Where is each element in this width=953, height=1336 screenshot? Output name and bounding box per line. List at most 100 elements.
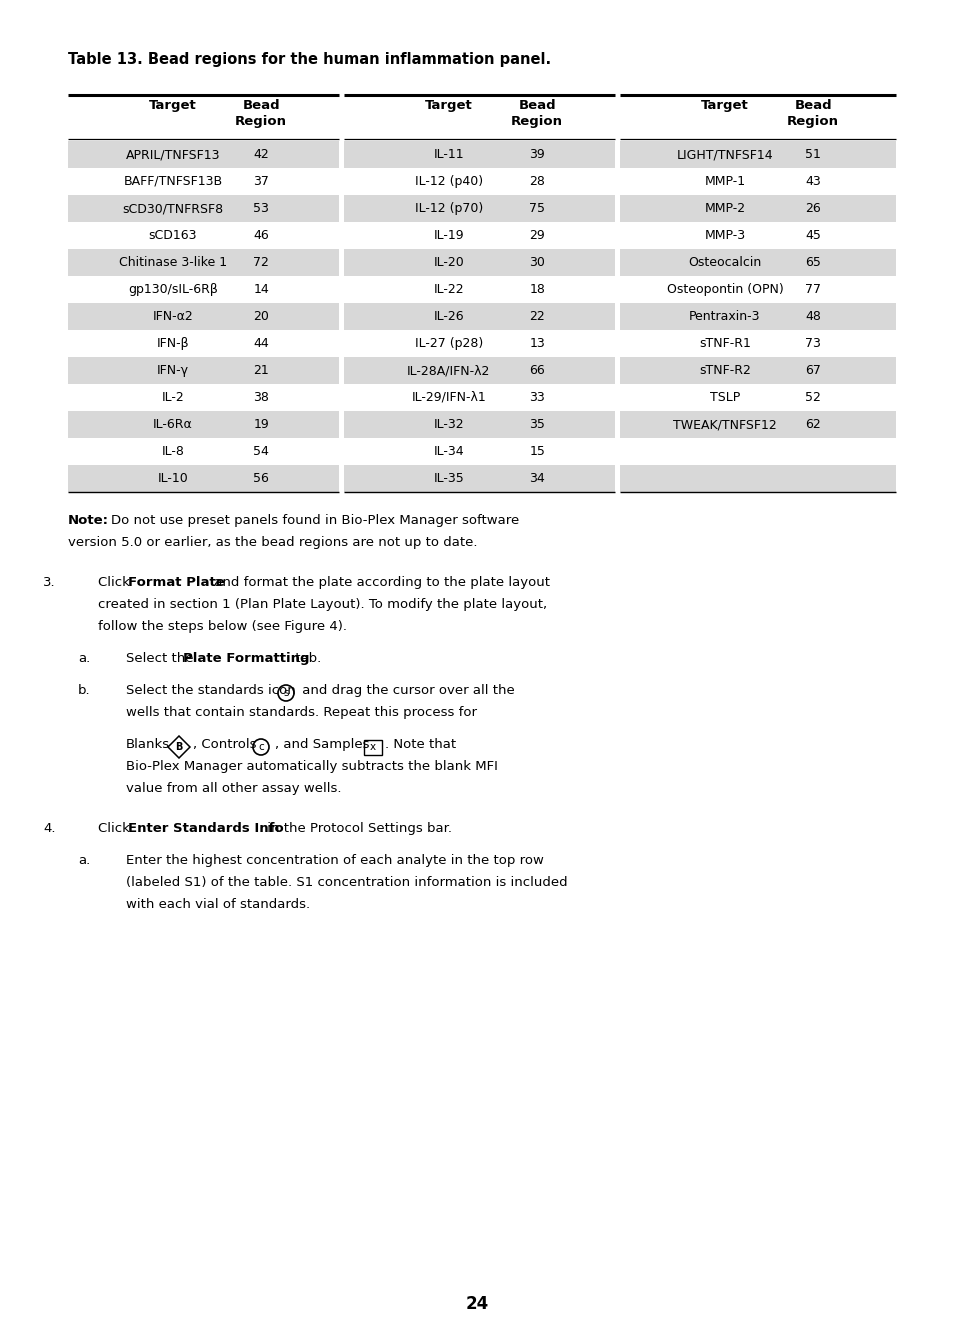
Bar bbox=[68, 142, 338, 168]
Text: 33: 33 bbox=[529, 391, 544, 403]
Text: and format the plate according to the plate layout: and format the plate according to the pl… bbox=[210, 576, 550, 589]
Text: BAFF/TNFSF13B: BAFF/TNFSF13B bbox=[123, 175, 222, 188]
Bar bbox=[68, 357, 338, 383]
Text: IL-12 (p40): IL-12 (p40) bbox=[415, 175, 482, 188]
Text: 66: 66 bbox=[529, 363, 544, 377]
Text: sCD30/TNFRSF8: sCD30/TNFRSF8 bbox=[122, 202, 223, 215]
Text: IL-20: IL-20 bbox=[433, 257, 464, 269]
Text: 39: 39 bbox=[529, 148, 544, 162]
Text: Click: Click bbox=[98, 576, 134, 589]
Text: 43: 43 bbox=[804, 175, 821, 188]
Text: IL-8: IL-8 bbox=[161, 445, 184, 458]
Text: in the Protocol Settings bar.: in the Protocol Settings bar. bbox=[263, 822, 452, 835]
Text: 65: 65 bbox=[804, 257, 821, 269]
Bar bbox=[619, 142, 895, 168]
Text: Enter Standards Info: Enter Standards Info bbox=[128, 822, 283, 835]
Text: IFN-γ: IFN-γ bbox=[156, 363, 189, 377]
Text: Format Plate: Format Plate bbox=[128, 576, 225, 589]
Text: 46: 46 bbox=[253, 228, 269, 242]
Text: (labeled S1) of the table. S1 concentration information is included: (labeled S1) of the table. S1 concentrat… bbox=[126, 876, 567, 888]
Text: 26: 26 bbox=[804, 202, 821, 215]
Text: IL-34: IL-34 bbox=[433, 445, 464, 458]
Text: 19: 19 bbox=[253, 418, 269, 432]
Text: 56: 56 bbox=[253, 472, 269, 485]
Text: 37: 37 bbox=[253, 175, 269, 188]
Text: 53: 53 bbox=[253, 202, 269, 215]
Text: 15: 15 bbox=[529, 445, 544, 458]
Bar bbox=[68, 195, 338, 222]
Text: Table 13. Bead regions for the human inflammation panel.: Table 13. Bead regions for the human inf… bbox=[68, 52, 551, 67]
Text: 48: 48 bbox=[804, 310, 821, 323]
Text: 13: 13 bbox=[529, 337, 544, 350]
Bar bbox=[364, 740, 381, 755]
Text: IL-28A/IFN-λ2: IL-28A/IFN-λ2 bbox=[407, 363, 490, 377]
Text: Target: Target bbox=[700, 99, 748, 112]
Text: 44: 44 bbox=[253, 337, 269, 350]
Text: Pentraxin-3: Pentraxin-3 bbox=[688, 310, 760, 323]
Text: IL-27 (p28): IL-27 (p28) bbox=[415, 337, 482, 350]
Text: 20: 20 bbox=[253, 310, 269, 323]
Text: Bead
Region: Bead Region bbox=[786, 99, 839, 127]
Text: 67: 67 bbox=[804, 363, 821, 377]
Bar bbox=[619, 357, 895, 383]
Text: 72: 72 bbox=[253, 257, 269, 269]
Text: 45: 45 bbox=[804, 228, 821, 242]
Text: 22: 22 bbox=[529, 310, 544, 323]
Text: TWEAK/TNFSF12: TWEAK/TNFSF12 bbox=[672, 418, 776, 432]
Text: 38: 38 bbox=[253, 391, 269, 403]
Text: LIGHT/TNFSF14: LIGHT/TNFSF14 bbox=[676, 148, 772, 162]
Text: Select the standards icon: Select the standards icon bbox=[126, 684, 295, 697]
Text: value from all other assay wells.: value from all other assay wells. bbox=[126, 782, 341, 795]
Text: with each vial of standards.: with each vial of standards. bbox=[126, 898, 310, 911]
Text: APRIL/TNFSF13: APRIL/TNFSF13 bbox=[126, 148, 220, 162]
Bar bbox=[619, 303, 895, 330]
Bar bbox=[68, 465, 338, 492]
Text: version 5.0 or earlier, as the bead regions are not up to date.: version 5.0 or earlier, as the bead regi… bbox=[68, 536, 477, 549]
Text: 34: 34 bbox=[529, 472, 544, 485]
Text: IL-29/IFN-λ1: IL-29/IFN-λ1 bbox=[411, 391, 486, 403]
Text: IFN-β: IFN-β bbox=[156, 337, 189, 350]
Bar bbox=[344, 248, 615, 277]
Text: IL-6Rα: IL-6Rα bbox=[152, 418, 193, 432]
Text: 35: 35 bbox=[529, 418, 544, 432]
Text: Note:: Note: bbox=[68, 514, 109, 526]
Text: sCD163: sCD163 bbox=[149, 228, 197, 242]
Text: x: x bbox=[370, 743, 375, 752]
Bar bbox=[344, 465, 615, 492]
Text: Enter the highest concentration of each analyte in the top row: Enter the highest concentration of each … bbox=[126, 854, 543, 867]
Text: Target: Target bbox=[149, 99, 196, 112]
Text: Bead
Region: Bead Region bbox=[511, 99, 562, 127]
Text: IL-32: IL-32 bbox=[433, 418, 464, 432]
Text: 14: 14 bbox=[253, 283, 269, 297]
Text: 28: 28 bbox=[529, 175, 544, 188]
Text: IL-10: IL-10 bbox=[157, 472, 188, 485]
Bar bbox=[68, 303, 338, 330]
Text: IL-11: IL-11 bbox=[433, 148, 464, 162]
Bar bbox=[344, 142, 615, 168]
Text: sTNF-R1: sTNF-R1 bbox=[699, 337, 750, 350]
Text: tab.: tab. bbox=[291, 652, 321, 665]
Bar bbox=[344, 303, 615, 330]
Bar bbox=[68, 411, 338, 438]
Text: IL-26: IL-26 bbox=[433, 310, 464, 323]
Bar bbox=[344, 411, 615, 438]
Text: Target: Target bbox=[424, 99, 473, 112]
Text: 51: 51 bbox=[804, 148, 821, 162]
Text: 18: 18 bbox=[529, 283, 544, 297]
Bar bbox=[344, 357, 615, 383]
Text: IL-2: IL-2 bbox=[161, 391, 184, 403]
Text: MMP-1: MMP-1 bbox=[703, 175, 744, 188]
Text: 42: 42 bbox=[253, 148, 269, 162]
Text: 30: 30 bbox=[529, 257, 544, 269]
Bar bbox=[68, 248, 338, 277]
Bar bbox=[344, 195, 615, 222]
Text: Bio-Plex Manager automatically subtracts the blank MFI: Bio-Plex Manager automatically subtracts… bbox=[126, 760, 497, 774]
Text: Plate Formatting: Plate Formatting bbox=[183, 652, 309, 665]
Bar bbox=[619, 248, 895, 277]
Text: 4.: 4. bbox=[43, 822, 55, 835]
Text: wells that contain standards. Repeat this process for: wells that contain standards. Repeat thi… bbox=[126, 705, 476, 719]
Text: Select the: Select the bbox=[126, 652, 197, 665]
Text: IFN-α2: IFN-α2 bbox=[152, 310, 193, 323]
Text: B: B bbox=[175, 741, 182, 752]
Text: 3.: 3. bbox=[43, 576, 55, 589]
